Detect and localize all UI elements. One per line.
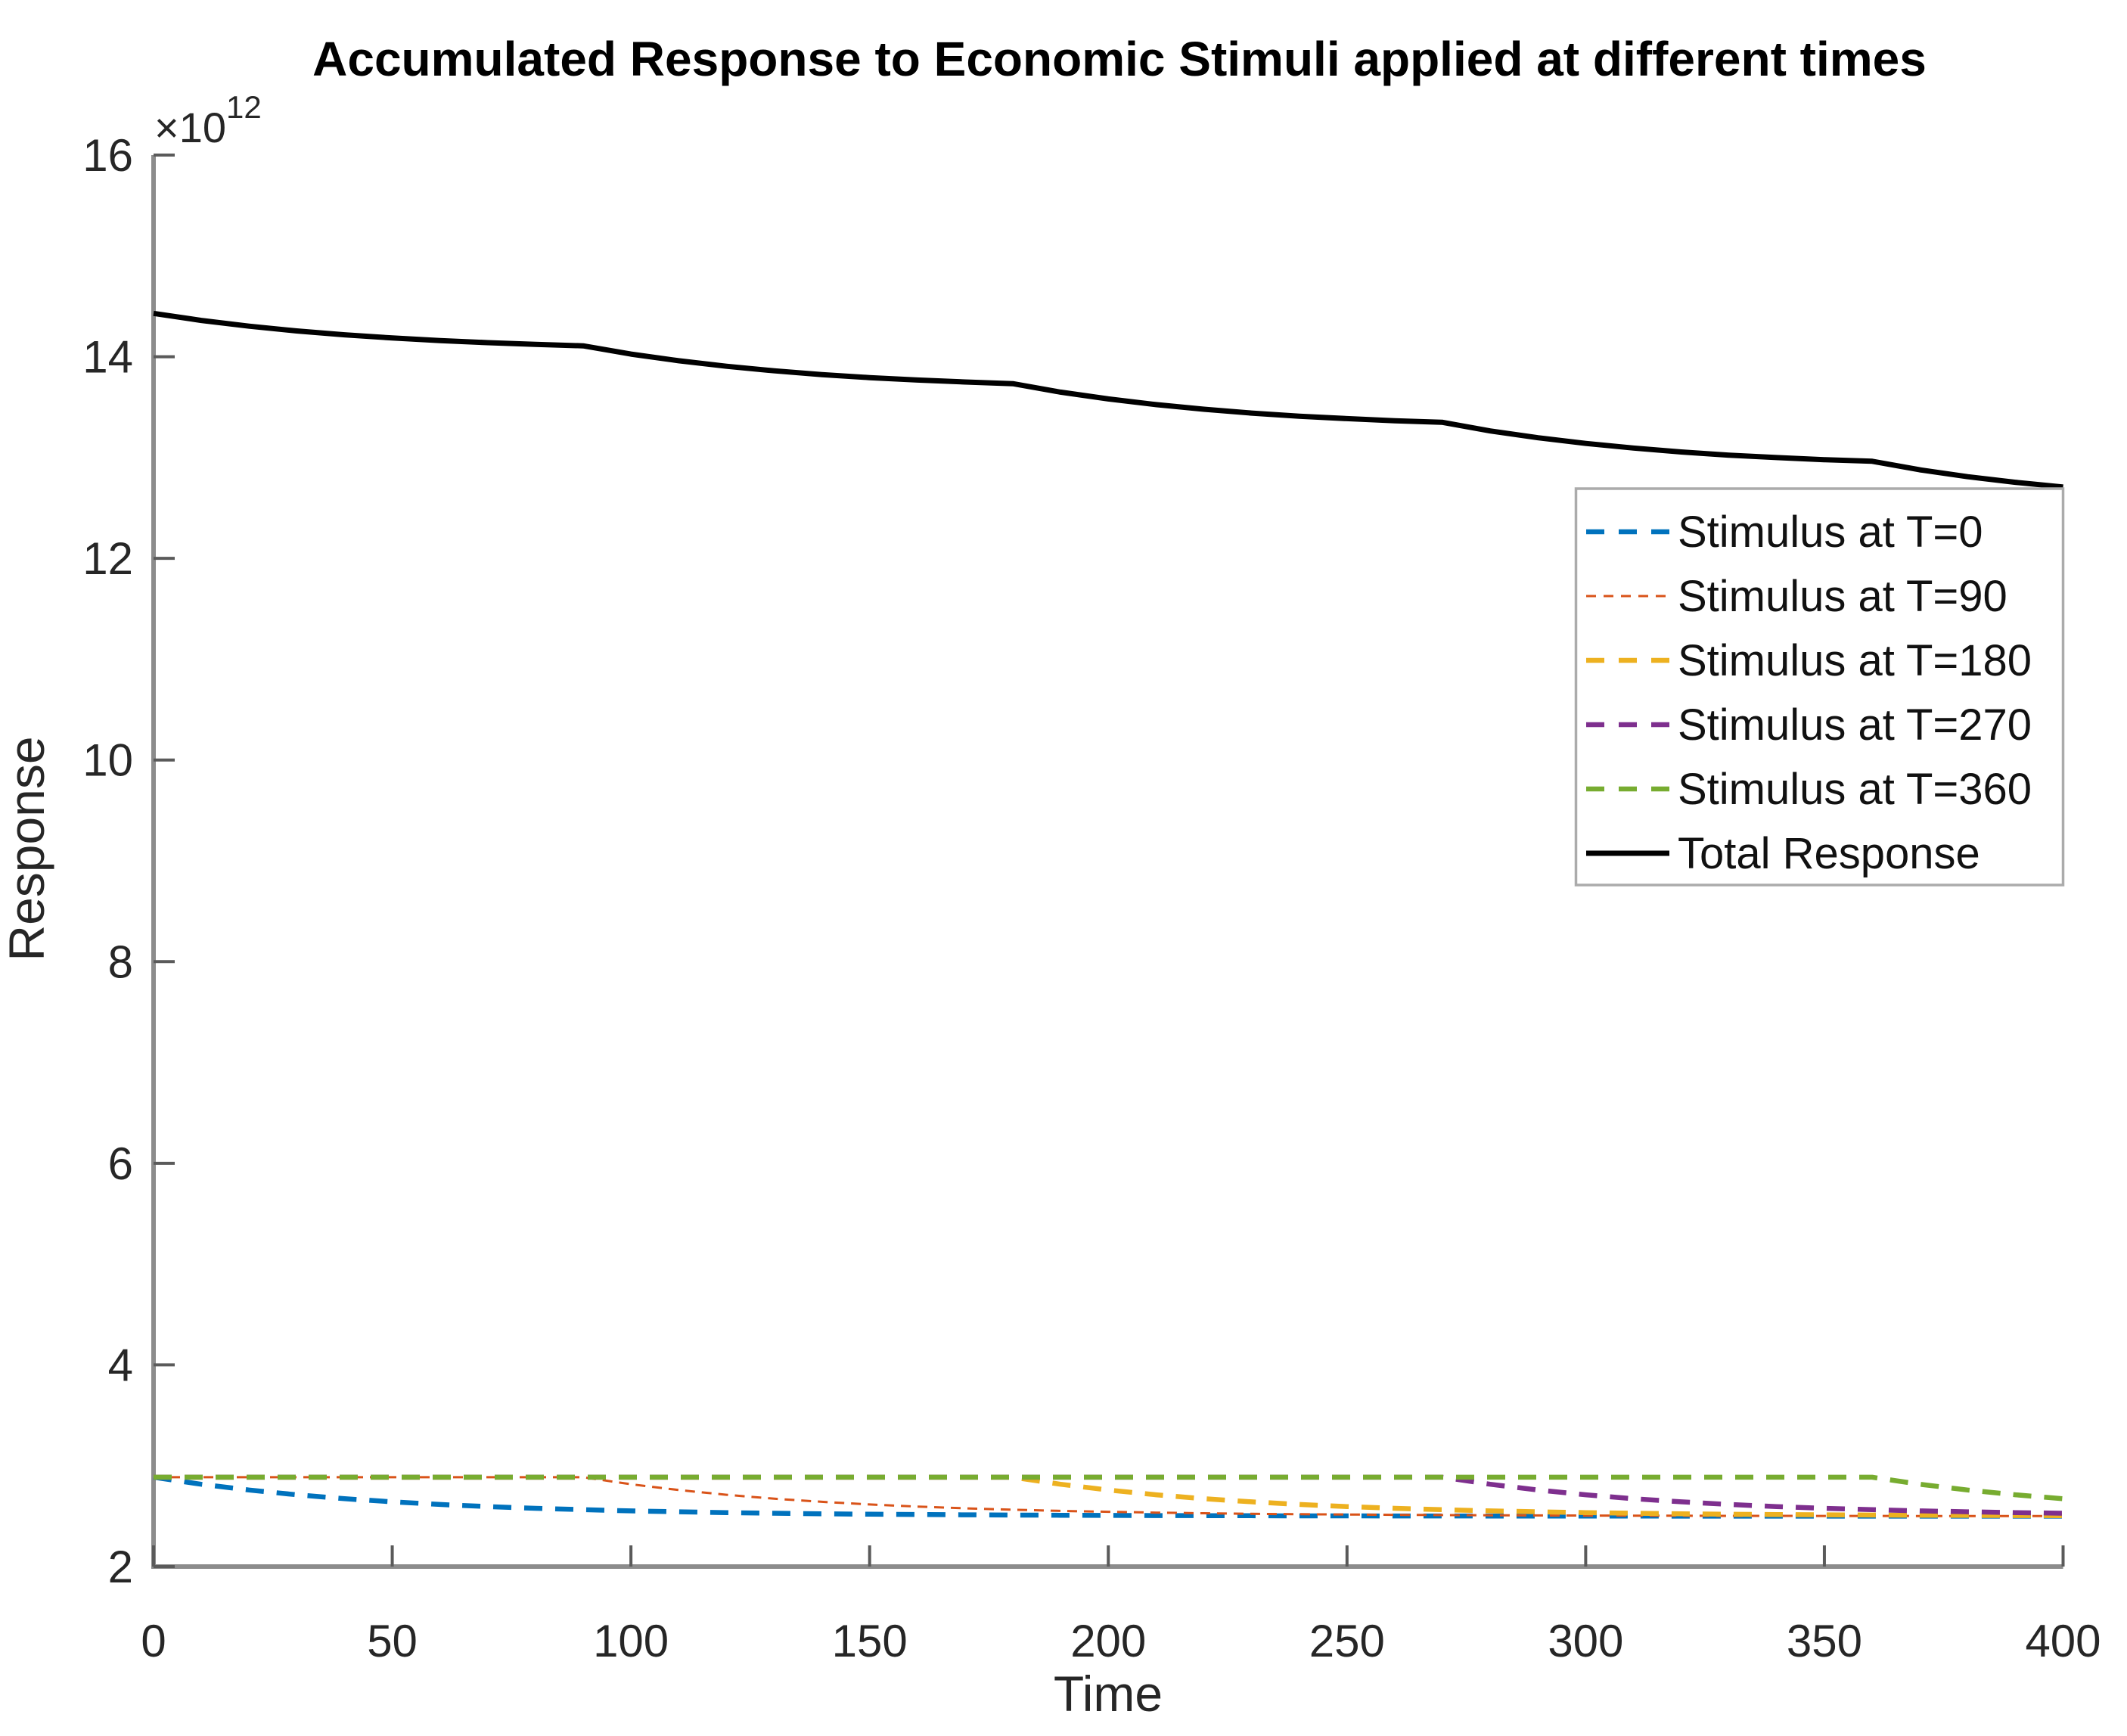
legend-label-stimulus-t180: Stimulus at T=180 xyxy=(1678,636,2032,685)
x-tick-label: 200 xyxy=(1070,1616,1146,1666)
legend-item: Stimulus at T=90 xyxy=(1586,572,2007,621)
x-tick-label: 150 xyxy=(832,1616,908,1666)
x-tick-label: 300 xyxy=(1548,1616,1623,1666)
y-exponent-power: 12 xyxy=(226,89,262,125)
y-exponent-multiplier: ×10 xyxy=(154,104,226,151)
legend-label-stimulus-t0: Stimulus at T=0 xyxy=(1678,508,1983,557)
axis-ticks: 0 50 100 150 200 250 300 350 400 2 4 6 8 10 12 14 16 xyxy=(82,130,2101,1666)
legend-label-stimulus-t90: Stimulus at T=90 xyxy=(1678,572,2007,621)
y-tick-label: 8 xyxy=(108,936,133,987)
y-tick-label: 2 xyxy=(108,1542,133,1592)
legend-item: Stimulus at T=270 xyxy=(1586,700,2032,750)
x-tick-label: 350 xyxy=(1787,1616,1862,1666)
legend-item: Stimulus at T=180 xyxy=(1586,636,2032,685)
x-axis-title: Time xyxy=(1054,1666,1163,1722)
series-line-stimulus-at-t-360 xyxy=(154,1474,2063,1502)
plot-series xyxy=(153,310,2063,1519)
x-tick-label: 0 xyxy=(141,1616,166,1666)
legend-item: Stimulus at T=0 xyxy=(1586,508,1983,557)
legend-label-total-response: Total Response xyxy=(1678,829,1980,878)
legend: Stimulus at T=0 Stimulus at T=90 Stimulu… xyxy=(1574,487,2065,887)
y-axis-exponent-label: ×1012 xyxy=(154,89,262,151)
x-tick-label: 400 xyxy=(2025,1616,2101,1666)
chart-title: Accumulated Response to Economic Stimuli… xyxy=(312,32,1927,86)
y-tick-label: 10 xyxy=(82,735,133,786)
x-tick-label: 50 xyxy=(367,1616,418,1666)
y-tick-label: 14 xyxy=(82,332,133,383)
legend-item: Stimulus at T=360 xyxy=(1586,765,2032,814)
legend-item: Total Response xyxy=(1586,829,1980,878)
y-tick-label: 16 xyxy=(82,130,133,181)
legend-label-stimulus-t360: Stimulus at T=360 xyxy=(1678,765,2032,814)
legend-box xyxy=(1574,487,2065,887)
series-line-total-response xyxy=(153,310,2063,490)
x-tick-label: 250 xyxy=(1309,1616,1385,1666)
y-tick-label: 12 xyxy=(82,533,133,584)
y-axis-title: Response xyxy=(0,736,54,961)
y-tick-label: 4 xyxy=(108,1340,133,1390)
legend-label-stimulus-t270: Stimulus at T=270 xyxy=(1678,700,2032,750)
y-tick-label: 6 xyxy=(108,1138,133,1189)
x-tick-label: 100 xyxy=(593,1616,669,1666)
